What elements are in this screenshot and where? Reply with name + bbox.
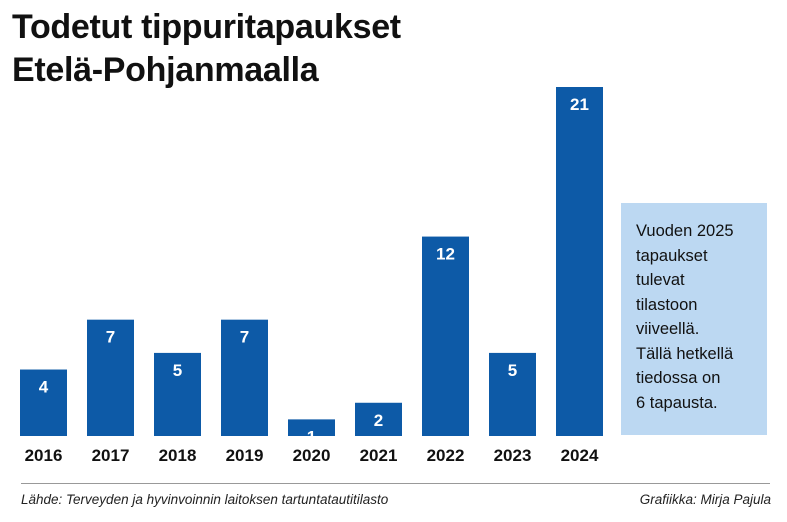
year-label-2018: 2018 [159, 446, 197, 465]
value-label-2016: 4 [39, 378, 49, 397]
value-label-2021: 2 [374, 411, 383, 430]
bar-2018 [154, 352, 201, 436]
note-line: tapaukset [636, 246, 708, 265]
note-line: Vuoden 2025 [636, 222, 734, 240]
year-label-2017: 2017 [92, 446, 130, 465]
year-label-2023: 2023 [494, 446, 532, 465]
year-label-2024: 2024 [561, 446, 599, 465]
value-label-2017: 7 [106, 328, 115, 347]
value-label-2023: 5 [508, 361, 517, 380]
credit-text: Grafiikka: Mirja Pajula [639, 492, 771, 507]
chart-title-line-2: Etelä-Pohjanmaalla [12, 51, 319, 89]
bar-2016 [20, 369, 67, 436]
year-label-2022: 2022 [427, 446, 465, 465]
value-label-2019: 7 [240, 328, 249, 347]
bar-2021 [355, 402, 402, 436]
bar-2022 [422, 236, 469, 436]
source-text: Lähde: Terveyden ja hyvinvoinnin laitoks… [21, 492, 389, 507]
bars-group [20, 87, 603, 436]
bar-2019 [221, 319, 268, 436]
year-label-2021: 2021 [360, 446, 398, 465]
chart-title-line-1: Todetut tippuritapaukset [12, 8, 401, 46]
value-label-2018: 5 [173, 361, 182, 380]
note-line: viiveellä. [636, 320, 700, 338]
year-label-2016: 2016 [25, 446, 63, 465]
note-line: Tällä hetkellä [636, 344, 734, 363]
value-label-2020: 1 [307, 427, 316, 446]
chart-title: Todetut tippuritapaukset Etelä-Pohjanmaa… [12, 6, 572, 92]
bar-2017 [87, 319, 134, 436]
value-label-2022: 12 [436, 245, 455, 264]
note-line: tiedossa on [636, 369, 721, 387]
note-line: 6 tapausta. [636, 393, 718, 412]
year-label-2020: 2020 [293, 446, 331, 465]
bar-2020 [288, 419, 335, 436]
note-line: tulevat [636, 271, 685, 289]
year-label-2019: 2019 [226, 446, 264, 465]
value-label-2024: 21 [570, 95, 589, 114]
note-box: Vuoden 2025 tapaukset tulevat tilastoon … [621, 203, 767, 435]
note-line: tilastoon [636, 295, 698, 314]
bar-2024 [556, 87, 603, 436]
footer-divider [21, 483, 770, 484]
bar-2023 [489, 352, 536, 436]
year-labels-group: 2016 2017 2018 2019 2020 2021 2022 2023 2024 [25, 446, 599, 465]
